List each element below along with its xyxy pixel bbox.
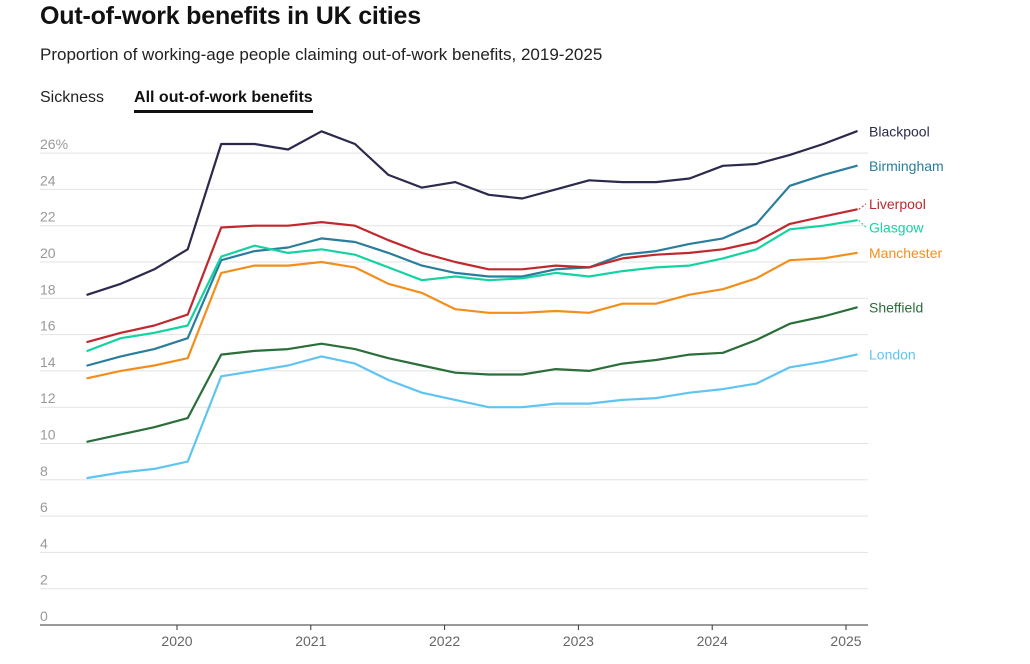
series-lines (86, 130, 867, 480)
y-tick-label: 6 (40, 499, 48, 515)
series-label-liverpool: Liverpool (869, 196, 926, 212)
x-tick-label: 2024 (697, 633, 728, 649)
x-axis: 2020 2021 2022 2023 2024 2025 (40, 624, 868, 649)
series-label-sheffield: Sheffield (869, 299, 923, 315)
y-tick-label: 10 (40, 427, 56, 443)
y-tick-label: 2 (40, 572, 48, 588)
tab-all-out-of-work-benefits[interactable]: All out-of-work benefits (134, 87, 313, 113)
series-line-sheffield (86, 306, 858, 443)
y-tick-label: 4 (40, 535, 48, 551)
gridlines (40, 152, 868, 590)
tab-sickness[interactable]: Sickness (40, 89, 105, 106)
series-label-glasgow: Glasgow (869, 220, 924, 236)
y-tick-label: 26% (40, 136, 68, 152)
y-tick-label: 12 (40, 390, 56, 406)
series-label-manchester: Manchester (869, 245, 942, 261)
label-connector-glasgow (858, 219, 867, 228)
series-line-glasgow (86, 219, 858, 352)
x-tick-label: 2023 (563, 633, 594, 649)
x-tick-label: 2020 (161, 633, 192, 649)
y-tick-label: 0 (40, 608, 48, 624)
y-tick-label: 8 (40, 463, 48, 479)
y-tick-label: 24 (40, 172, 56, 188)
series-line-london (86, 353, 858, 480)
series-line-manchester (86, 251, 858, 380)
y-tick-label: 20 (40, 245, 56, 261)
series-label-blackpool: Blackpool (869, 123, 930, 139)
label-connector-liverpool (858, 203, 867, 210)
series-labels: Blackpool Birmingham Liverpool Glasgow Manch… (869, 123, 944, 362)
series-label-london: London (869, 347, 916, 363)
x-tick-label: 2021 (295, 633, 326, 649)
x-tick-label: 2025 (830, 633, 861, 649)
y-tick-label: 14 (40, 354, 56, 370)
chart-title: Out-of-work benefits in UK cities (40, 2, 421, 30)
x-tick-label: 2022 (429, 633, 460, 649)
y-tick-label: 18 (40, 281, 56, 297)
chart-subtitle: Proportion of working-age people claimin… (40, 45, 603, 64)
y-tick-label: 16 (40, 318, 56, 334)
series-label-birmingham: Birmingham (869, 158, 944, 174)
series-line-birmingham (86, 164, 858, 367)
series-line-liverpool (86, 208, 858, 343)
series-line-blackpool (86, 130, 858, 296)
y-tick-label: 22 (40, 209, 56, 225)
tab-bar: Sickness All out-of-work benefits (40, 87, 313, 113)
